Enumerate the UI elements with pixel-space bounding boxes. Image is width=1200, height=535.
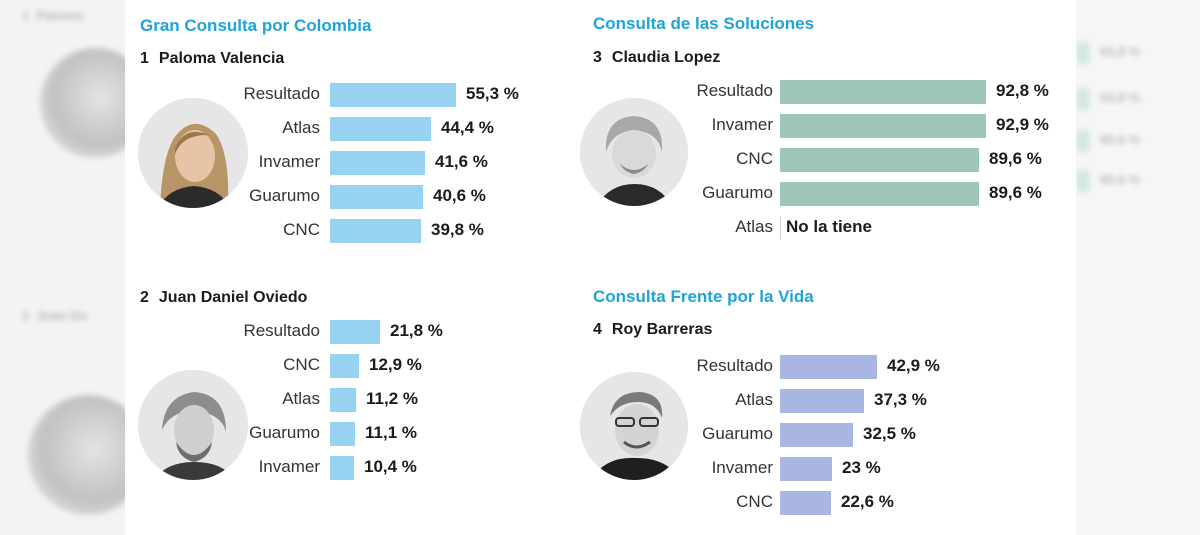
bar — [780, 148, 979, 172]
value-label: 12,9 % — [369, 355, 422, 374]
consulta-title-1: Gran Consulta por Colombia — [140, 16, 372, 35]
bar — [780, 389, 864, 413]
bar — [330, 185, 423, 209]
candidate-name: Paloma Valencia — [158, 50, 285, 67]
category-label: CNC — [736, 492, 773, 511]
candidate-number: 2 — [140, 289, 149, 306]
value-label: 37,3 % — [874, 390, 927, 409]
bar — [330, 388, 356, 412]
background-right-blurred: 93,8 % 93,8 % 90,6 % 90,6 % — [1076, 0, 1200, 535]
category-label: Atlas — [735, 217, 773, 236]
candidate-number: 1 — [140, 50, 149, 67]
value-label: 55,3 % — [466, 84, 519, 103]
category-label: Guarumo — [249, 186, 320, 205]
category-label: Invamer — [711, 458, 773, 477]
value-label: 92,9 % — [996, 115, 1049, 134]
category-label: CNC — [283, 355, 320, 374]
bar — [780, 355, 877, 379]
category-label: Invamer — [258, 457, 320, 476]
no-data-note: No la tiene — [786, 217, 872, 236]
category-label: Atlas — [282, 389, 320, 408]
value-label: 23 % — [842, 458, 881, 477]
value-label: 39,8 % — [431, 220, 484, 239]
category-label: Guarumo — [702, 424, 773, 443]
value-label: 89,6 % — [989, 183, 1042, 202]
bar — [780, 491, 831, 515]
consulta-title-3: Consulta de las Soluciones — [593, 14, 815, 33]
bar — [330, 219, 421, 243]
bar-chart-juan-daniel-oviedo: Resultado 21,8 % CNC 12,9 % Atlas 11,2 % Guaru… — [243, 320, 443, 480]
candidate-number: 4 — [593, 321, 602, 338]
bar — [780, 423, 853, 447]
value-label: 22,6 % — [841, 492, 894, 511]
value-label: 42,9 % — [887, 356, 940, 375]
bar — [330, 422, 355, 446]
value-label: 21,8 % — [390, 321, 443, 340]
bar — [330, 117, 431, 141]
bar — [780, 182, 979, 206]
bar — [330, 83, 456, 107]
bar — [330, 151, 425, 175]
value-label: 10,4 % — [364, 457, 417, 476]
candidate-photo-4 — [580, 372, 688, 480]
category-label: Resultado — [696, 356, 773, 375]
candidate-number: 3 — [593, 49, 602, 66]
category-label: CNC — [283, 220, 320, 239]
bar — [330, 320, 380, 344]
category-label: Resultado — [243, 84, 320, 103]
bar — [780, 457, 832, 481]
value-label: 40,6 % — [433, 186, 486, 205]
bar — [330, 354, 359, 378]
bar — [780, 114, 986, 138]
candidate-name: Claudia Lopez — [611, 49, 721, 66]
category-label: Resultado — [243, 321, 320, 340]
value-label: 11,1 % — [365, 423, 417, 442]
category-label: Invamer — [711, 115, 773, 134]
category-label: Atlas — [735, 390, 773, 409]
category-label: Resultado — [696, 81, 773, 100]
value-label: 41,6 % — [435, 152, 488, 171]
candidate-name-3: 3 Claudia Lopez — [593, 49, 720, 67]
value-label: 32,5 % — [863, 424, 916, 443]
candidate-name: Roy Barreras — [611, 321, 713, 338]
candidate-photo-3 — [580, 98, 688, 206]
value-label: 89,6 % — [989, 149, 1042, 168]
category-label: Atlas — [282, 118, 320, 137]
candidate-photo-2 — [138, 370, 248, 480]
value-label: 44,4 % — [441, 118, 494, 137]
consulta-title-4: Consulta Frente por la Vida — [593, 287, 814, 306]
value-label: 92,8 % — [996, 81, 1049, 100]
bar — [780, 80, 986, 104]
category-label: Invamer — [258, 152, 320, 171]
category-label: Guarumo — [249, 423, 320, 442]
category-label: Guarumo — [702, 183, 773, 202]
bar-chart-claudia-lopez: Resultado 92,8 % Invamer 92,9 % CNC 89,6 % Gua… — [0, 0, 1200, 260]
axis-line — [780, 216, 781, 240]
value-label: 11,2 % — [366, 389, 418, 408]
bar-chart-paloma-valencia: Resultado 55,3 % Atlas 44,4 % Invamer 41,6 % G… — [0, 0, 600, 260]
background-left-blurred: 1 Paloma 2 Juan Da — [0, 0, 125, 535]
candidate-name-1: 1 Paloma Valencia — [140, 50, 284, 68]
candidate-name-4: 4 Roy Barreras — [593, 321, 712, 339]
candidate-name-2: 2 Juan Daniel Oviedo — [140, 289, 307, 307]
candidate-name: Juan Daniel Oviedo — [158, 289, 308, 306]
candidate-photo-1 — [138, 98, 248, 208]
bar — [330, 456, 354, 480]
category-label: CNC — [736, 149, 773, 168]
